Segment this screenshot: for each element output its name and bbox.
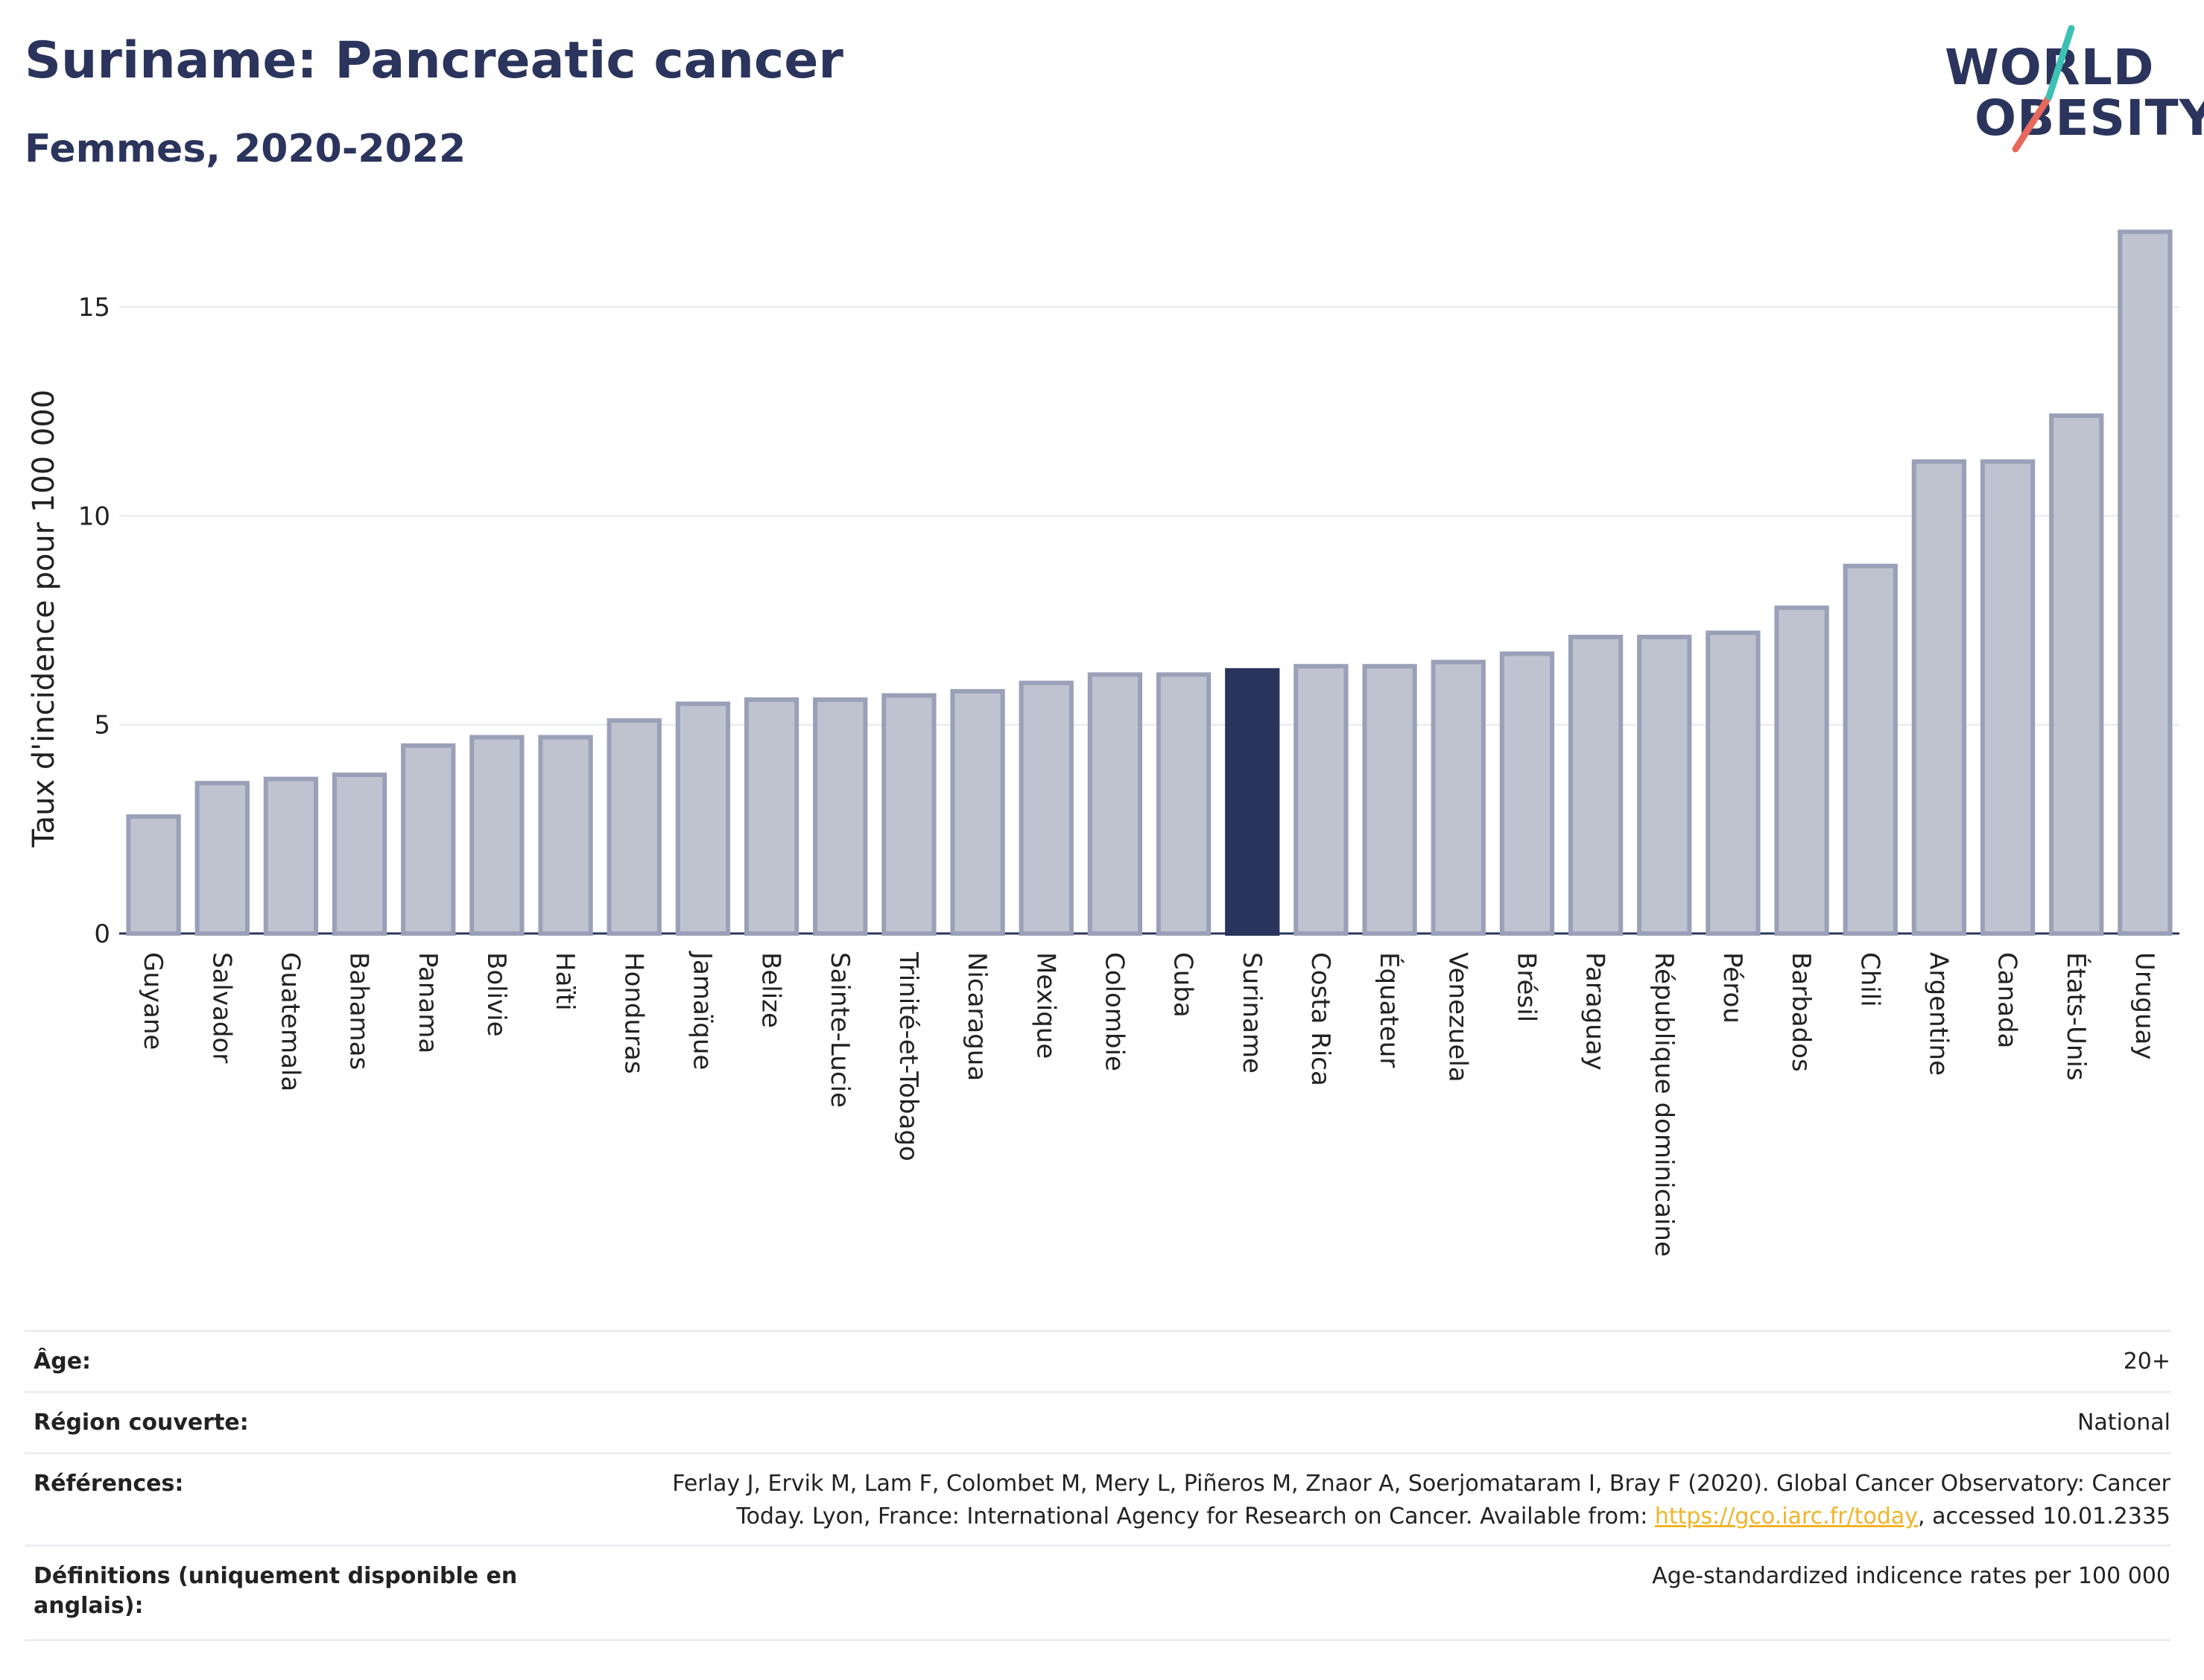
bar-chart: 0 5 10 15 Guyane Salvador Guatemala Bahamas Pan…	[27, 229, 2179, 1257]
x-tick-label: Chili	[1855, 952, 1884, 1007]
meta-refs-line2-pre: Today. Lyon, France: International Agenc…	[736, 1503, 1655, 1530]
x-tick-label: Bahamas	[344, 952, 374, 1070]
x-tick-label: États-Unis	[2061, 952, 2091, 1081]
x-tick-label: Venezuela	[1443, 952, 1472, 1083]
bar-belize	[744, 697, 799, 936]
x-tick-label: Bolivie	[481, 952, 511, 1037]
x-tick-label: Costa Rica	[1305, 952, 1335, 1086]
x-tick-label: Pérou	[1717, 952, 1747, 1024]
refs-link[interactable]: https://gco.iarc.fr/today	[1654, 1503, 1919, 1530]
x-tick-label: Belize	[756, 952, 786, 1028]
x-tick-label: Guyane	[138, 952, 168, 1050]
bar-canada	[1980, 459, 2036, 936]
x-tick-label: Uruguay	[2129, 952, 2159, 1060]
bar-guatemala	[263, 776, 319, 936]
x-tick-label: Suriname	[1237, 952, 1267, 1074]
x-tick-label: Salvador	[206, 952, 236, 1063]
logo-line-2: OBESITY	[1975, 89, 2204, 147]
chart-bars	[126, 229, 2173, 936]
meta-refs-line2-post: , accessed 10.01.2335	[1918, 1503, 2170, 1530]
bar-pérou	[1706, 630, 1761, 936]
x-tick-label: Trinité-et-Tobago	[893, 951, 923, 1161]
y-axis-ticks: 0 5 10 15	[78, 293, 110, 949]
bar-jamaïque	[675, 701, 731, 936]
y-tick-label: 5	[94, 711, 110, 741]
x-tick-label: Jamaïque	[687, 951, 717, 1070]
bar-argentine	[1911, 459, 1967, 936]
logo-slash-icon	[2012, 25, 2075, 153]
x-tick-label: Équateur	[1374, 952, 1405, 1068]
meta-defs-label: Définitions (uniquement disponible en an…	[34, 1563, 518, 1619]
x-axis-labels: Guyane Salvador Guatemala Bahamas Panama Boli…	[138, 951, 2159, 1257]
bar-haïti	[538, 735, 593, 936]
meta-refs-line2: Today. Lyon, France: International Agenc…	[531, 1500, 2170, 1533]
bar-trinité-et-tobago	[881, 693, 937, 936]
bar-panama	[401, 743, 456, 936]
world-obesity-logo: WORLD OBESITY	[1945, 22, 2204, 164]
metadata-table: Âge: 20+ Région couverte: National Référ…	[25, 1330, 2170, 1643]
x-tick-label: Guatemala	[275, 952, 305, 1091]
y-tick-label: 15	[78, 293, 110, 323]
bar-venezuela	[1431, 659, 1486, 936]
meta-row-definitions: Définitions (uniquement disponible en an…	[25, 1544, 2170, 1641]
bar-suriname	[1225, 668, 1280, 936]
bar-brésil	[1499, 651, 1555, 936]
bar-équateur	[1362, 664, 1417, 936]
bar-bahamas	[332, 772, 387, 936]
bar-barbados	[1774, 605, 1829, 936]
x-tick-label: Panama	[413, 952, 443, 1053]
y-tick-label: 10	[78, 501, 110, 531]
bar-paraguay	[1568, 634, 1624, 936]
x-tick-label: Sainte-Lucie	[825, 952, 855, 1108]
bar-honduras	[607, 718, 662, 936]
x-tick-label: Haïti	[550, 952, 580, 1011]
bar-états-unis	[2049, 413, 2104, 936]
x-tick-label: Honduras	[618, 952, 648, 1074]
x-tick-label: Canada	[1992, 952, 2022, 1048]
bar-mexique	[1019, 680, 1074, 936]
x-tick-label: Barbados	[1786, 952, 1816, 1072]
bar-cuba	[1156, 672, 1212, 936]
meta-row-region: Région couverte: National	[25, 1391, 2170, 1454]
bar-guyane	[126, 814, 181, 936]
bar-costa-rica	[1293, 664, 1349, 936]
bar-bolivie	[469, 735, 525, 936]
x-tick-label: Cuba	[1168, 952, 1198, 1018]
page-subtitle: Femmes, 2020-2022	[25, 127, 466, 171]
meta-defs-value: Age-standardized indicence rates per 100…	[1652, 1563, 2170, 1589]
meta-refs-value: Ferlay J, Ervik M, Lam F, Colombet M, Me…	[531, 1468, 2170, 1533]
y-axis-label: Taux d'incidence pour 100 000	[27, 390, 61, 848]
meta-age-label: Âge:	[34, 1348, 92, 1375]
bar-colombie	[1087, 672, 1143, 936]
x-tick-label: Brésil	[1511, 952, 1541, 1022]
x-tick-label: Mexique	[1030, 952, 1060, 1059]
x-tick-label: Argentine	[1923, 952, 1953, 1076]
x-tick-label: République dominicaine	[1649, 952, 1679, 1257]
meta-row-age: Âge: 20+	[25, 1330, 2170, 1393]
y-tick-label: 0	[94, 919, 110, 949]
meta-region-value: National	[2077, 1410, 2170, 1436]
meta-refs-label: Références:	[34, 1471, 184, 1497]
meta-region-label: Région couverte:	[34, 1410, 249, 1436]
page-title: Suriname: Pancreatic cancer	[25, 31, 843, 90]
meta-refs-line1: Ferlay J, Ervik M, Lam F, Colombet M, Me…	[672, 1471, 2170, 1497]
bar-nicaragua	[950, 688, 1005, 936]
x-tick-label: Nicaragua	[962, 952, 992, 1081]
x-tick-label: Colombie	[1099, 952, 1129, 1071]
bar-salvador	[194, 781, 250, 936]
chart-grid	[119, 306, 2179, 935]
bar-république-dominicaine	[1637, 634, 1692, 936]
bar-sainte-lucie	[813, 697, 868, 936]
bar-chili	[1843, 563, 1898, 936]
x-tick-label: Paraguay	[1580, 952, 1610, 1071]
meta-row-references: Références: Ferlay J, Ervik M, Lam F, Co…	[25, 1452, 2170, 1547]
bar-uruguay	[2118, 229, 2173, 936]
meta-age-value: 20+	[2123, 1348, 2170, 1375]
